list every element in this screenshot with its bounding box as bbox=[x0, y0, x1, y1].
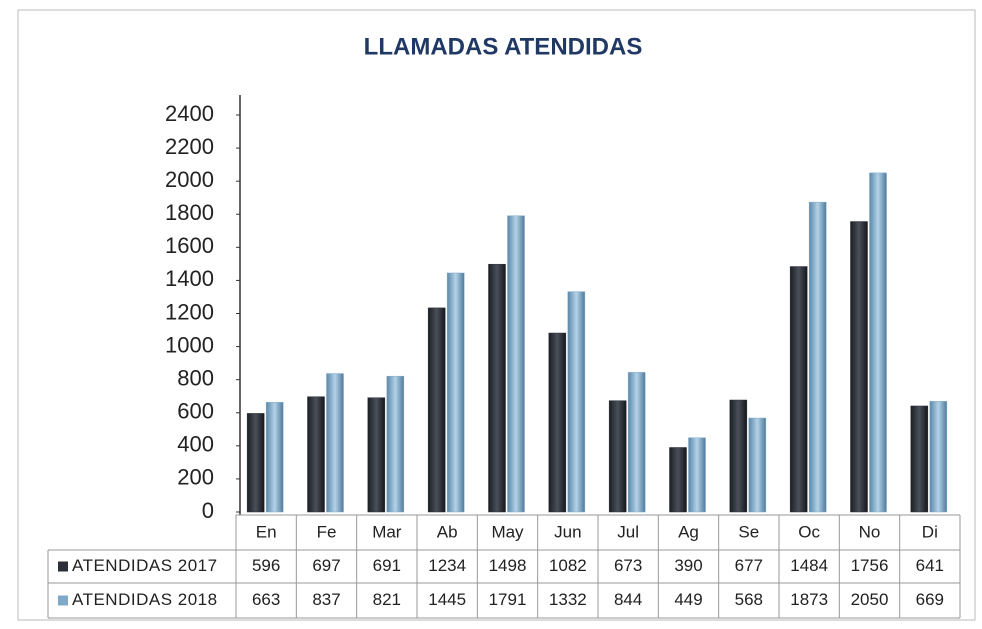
table-value: 1756 bbox=[851, 556, 889, 575]
table-value: 677 bbox=[735, 556, 763, 575]
bar bbox=[548, 332, 567, 513]
bar bbox=[446, 272, 465, 513]
table-value: 837 bbox=[312, 590, 340, 609]
bar bbox=[265, 402, 284, 513]
bar bbox=[386, 375, 405, 513]
y-tick-label: 2000 bbox=[165, 167, 214, 192]
x-tick-label: Se bbox=[738, 522, 759, 541]
chart-frame bbox=[17, 9, 976, 621]
table-value: 663 bbox=[252, 590, 280, 609]
legend-label: ATENDIDAS 2018 bbox=[72, 590, 218, 609]
bar bbox=[789, 266, 808, 513]
x-tick-label: Ab bbox=[437, 522, 458, 541]
table-value: 844 bbox=[614, 590, 642, 609]
bar bbox=[669, 447, 687, 513]
bar bbox=[427, 307, 446, 513]
bar bbox=[367, 397, 386, 513]
y-tick-label: 2200 bbox=[165, 134, 214, 159]
bar bbox=[567, 291, 586, 513]
table-value: 390 bbox=[674, 556, 702, 575]
table-value: 1234 bbox=[428, 556, 466, 575]
bar bbox=[326, 373, 344, 513]
table-value: 1791 bbox=[489, 590, 527, 609]
x-tick-label: Jul bbox=[617, 522, 639, 541]
bar bbox=[608, 400, 627, 513]
table-value: 673 bbox=[614, 556, 642, 575]
y-tick-label: 2400 bbox=[165, 101, 214, 126]
bar bbox=[850, 221, 868, 513]
chart-title: LLAMADAS ATENDIDAS bbox=[364, 33, 643, 60]
legend-label: ATENDIDAS 2017 bbox=[72, 556, 218, 575]
x-tick-label: Fe bbox=[317, 522, 337, 541]
x-tick-label: Ag bbox=[678, 522, 699, 541]
legend-swatch bbox=[58, 595, 68, 606]
bar bbox=[307, 396, 325, 513]
table-value: 1332 bbox=[549, 590, 587, 609]
table-value: 1082 bbox=[549, 556, 587, 575]
x-tick-label: No bbox=[859, 522, 881, 541]
table-value: 449 bbox=[674, 590, 702, 609]
table-value: 1445 bbox=[428, 590, 466, 609]
table-value: 691 bbox=[373, 556, 401, 575]
x-tick-label: Di bbox=[922, 522, 938, 541]
y-tick-label: 400 bbox=[177, 432, 214, 457]
table-value: 596 bbox=[252, 556, 280, 575]
table-value: 1484 bbox=[790, 556, 828, 575]
y-tick-label: 200 bbox=[177, 465, 214, 490]
bar bbox=[910, 405, 929, 513]
bar bbox=[929, 401, 948, 513]
bar bbox=[246, 413, 265, 513]
y-tick-label: 1400 bbox=[165, 266, 214, 291]
y-tick-label: 1800 bbox=[165, 200, 214, 225]
y-tick-label: 1200 bbox=[165, 299, 214, 324]
table-value: 641 bbox=[916, 556, 944, 575]
y-tick-label: 800 bbox=[177, 365, 214, 390]
bar bbox=[627, 372, 646, 513]
x-tick-label: Mar bbox=[372, 522, 402, 541]
x-tick-label: En bbox=[256, 522, 277, 541]
bar bbox=[729, 399, 748, 513]
table-value: 1873 bbox=[790, 590, 828, 609]
table-value: 1498 bbox=[489, 556, 527, 575]
table-value: 568 bbox=[735, 590, 763, 609]
x-tick-label: Jun bbox=[554, 522, 581, 541]
bar bbox=[688, 437, 706, 513]
x-tick-label: Oc bbox=[798, 522, 820, 541]
bar bbox=[808, 201, 827, 513]
table-value: 821 bbox=[373, 590, 401, 609]
x-tick-label: May bbox=[491, 522, 524, 541]
y-tick-label: 1000 bbox=[165, 332, 214, 357]
y-tick-label: 1600 bbox=[165, 233, 214, 258]
table-value: 697 bbox=[312, 556, 340, 575]
y-tick-label: 0 bbox=[202, 498, 214, 523]
table-value: 2050 bbox=[851, 590, 889, 609]
y-tick-label: 600 bbox=[177, 399, 214, 424]
table-value: 669 bbox=[916, 590, 944, 609]
bar bbox=[507, 215, 525, 513]
legend-swatch bbox=[58, 561, 68, 572]
bar bbox=[748, 417, 767, 513]
bar bbox=[869, 172, 887, 513]
bar bbox=[488, 263, 506, 513]
